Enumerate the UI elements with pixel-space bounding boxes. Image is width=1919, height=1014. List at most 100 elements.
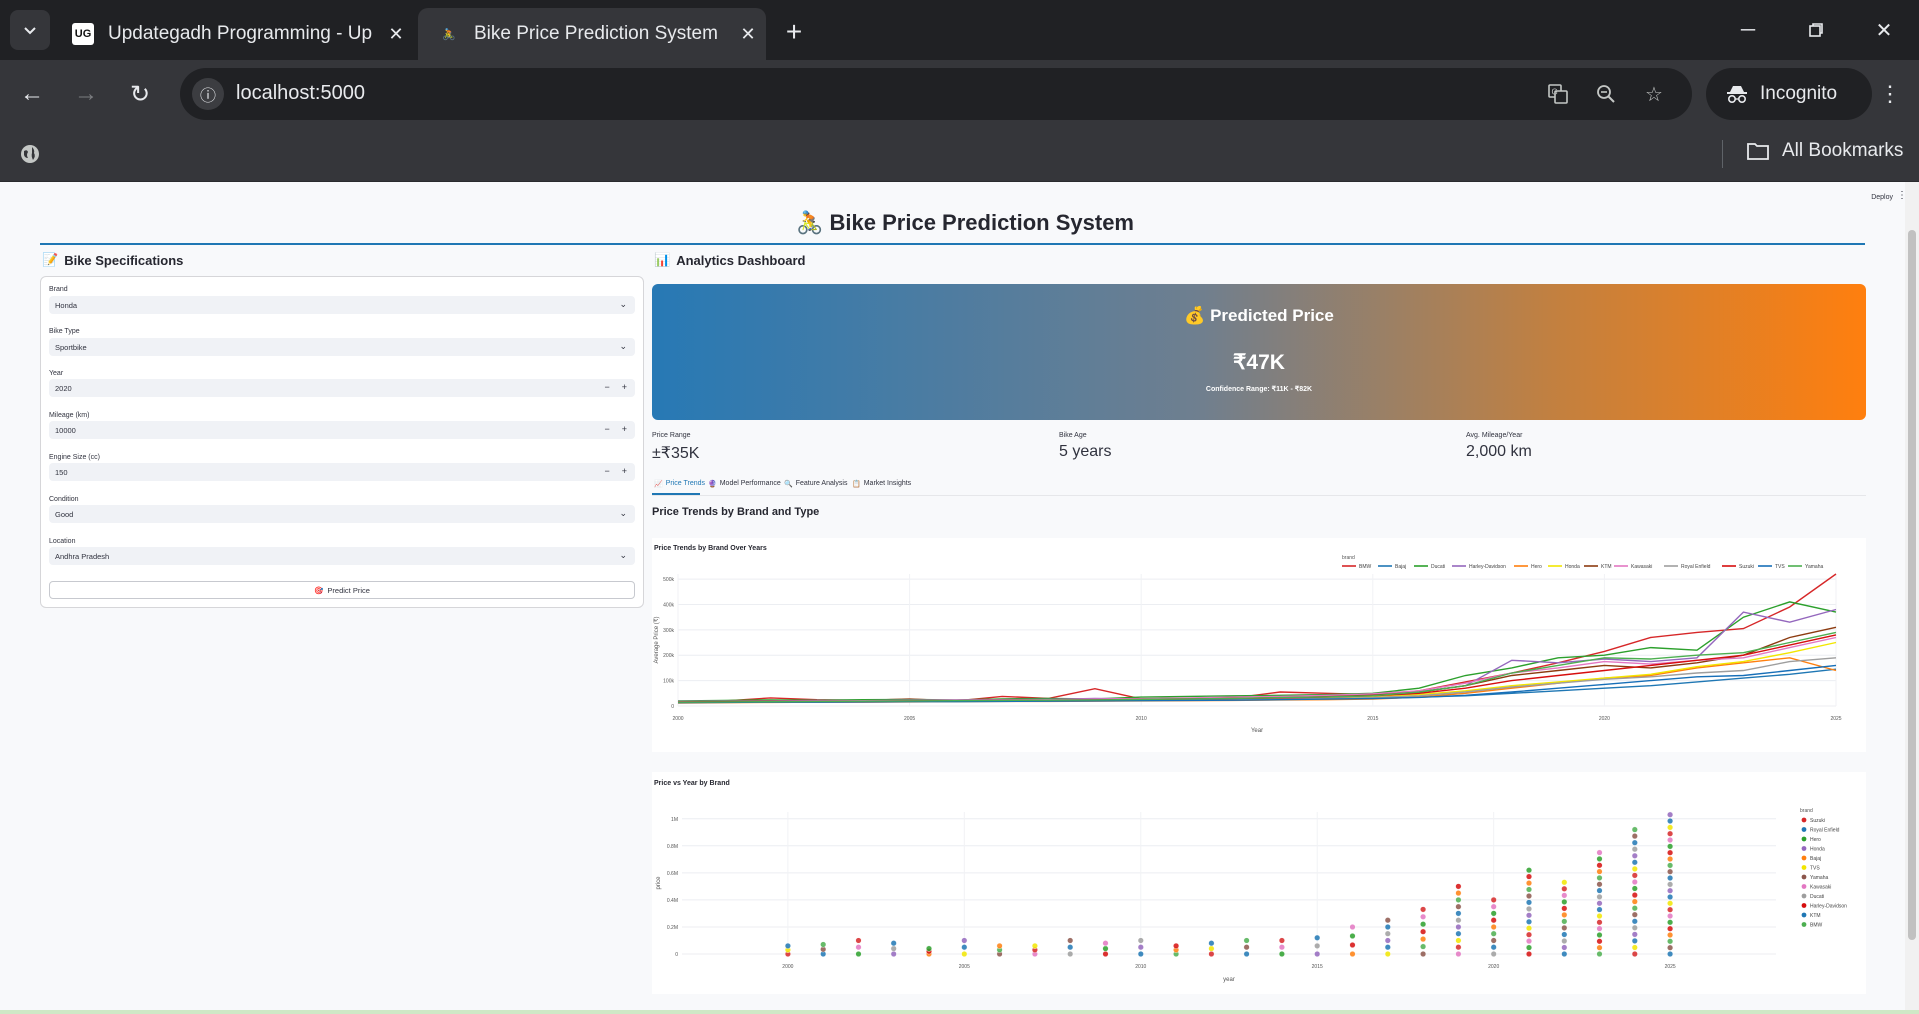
scatter-point: [1667, 874, 1674, 881]
minus-icon[interactable]: −: [604, 424, 610, 434]
condition-select[interactable]: Good ⌄: [49, 505, 635, 523]
minus-icon[interactable]: −: [604, 382, 610, 392]
minimize-icon[interactable]: ─: [1740, 18, 1756, 41]
back-arrow-icon[interactable]: ←: [20, 80, 44, 107]
legend-swatch: [1801, 817, 1807, 823]
target-icon: 🎯: [314, 585, 324, 595]
mileage-label: Mileage (km): [49, 412, 90, 419]
scatter-point: [1526, 925, 1533, 932]
price-range-label: Price Range: [652, 432, 691, 439]
predicted-price-card: 💰 Predicted Price ₹47K Confidence Range:…: [652, 284, 1866, 420]
scatter-point: [996, 942, 1003, 949]
tab-title: Updategadh Programming - Up: [108, 23, 373, 44]
scatter-point: [1526, 873, 1533, 880]
predict-price-button[interactable]: 🎯 Predict Price: [49, 581, 635, 599]
legend-title: brand: [1800, 808, 1813, 814]
restore-icon[interactable]: [1796, 14, 1836, 46]
tab-updategadh[interactable]: UG Updategadh Programming - Up ✕: [52, 8, 414, 60]
scatter-point: [1455, 910, 1462, 917]
year-input[interactable]: 2020 − +: [49, 379, 635, 397]
globe-icon[interactable]: [16, 140, 44, 168]
plus-icon[interactable]: +: [621, 466, 627, 476]
scatter-point: [961, 937, 968, 944]
scatter-point: [1631, 950, 1638, 957]
y-tick-label: 0.6M: [667, 871, 678, 877]
mileage-input[interactable]: 10000 − +: [49, 421, 635, 439]
all-bookmarks-button[interactable]: All Bookmarks: [1746, 140, 1903, 162]
scatter-point: [1596, 855, 1603, 862]
main-menu-icon[interactable]: ⋮: [1897, 190, 1907, 201]
status-strip: [0, 1010, 1919, 1014]
legend-label: Royal Enfield: [1681, 564, 1711, 570]
tab-bike-price[interactable]: 🚴 Bike Price Prediction System ✕: [418, 8, 766, 60]
legend-title: brand: [1342, 555, 1355, 561]
minus-icon[interactable]: −: [604, 466, 610, 476]
tab-model-performance[interactable]: 🔮 Model Performance: [708, 480, 781, 488]
translate-icon[interactable]: G: [1542, 78, 1574, 110]
new-tab-plus-icon[interactable]: +: [785, 16, 803, 47]
bike-type-label: Bike Type: [49, 328, 80, 335]
browser-menu-icon[interactable]: ⋮: [1879, 81, 1901, 106]
brand-select[interactable]: Honda ⌄: [49, 296, 635, 314]
legend-label: TVS: [1810, 866, 1820, 872]
scatter-point: [1631, 905, 1638, 912]
zoom-icon[interactable]: [1590, 78, 1622, 110]
scatter-point: [1455, 944, 1462, 951]
scatter-point: [961, 944, 968, 951]
scatter-point: [1631, 944, 1638, 951]
address-bar[interactable]: ⓘ localhost:5000 G ☆: [180, 68, 1692, 120]
plus-icon[interactable]: +: [621, 382, 627, 392]
scrollbar-thumb[interactable]: [1908, 230, 1916, 940]
tab-close-icon[interactable]: ✕: [388, 23, 404, 44]
y-tick-label: 400k: [663, 602, 674, 608]
x-tick-label: 2015: [1367, 716, 1378, 722]
scatter-point: [1667, 938, 1674, 945]
scatter-point: [1667, 944, 1674, 951]
crystal-ball-icon: 🔮: [708, 481, 717, 488]
deploy-button[interactable]: Deploy: [1871, 194, 1893, 201]
page-scrollbar[interactable]: [1905, 182, 1919, 1014]
scatter-chart-container: Price vs Year by Brand 0 0.2M 0.4M 0.6M 0.8M 1…: [652, 772, 1866, 994]
legend-label: BMW: [1810, 923, 1823, 929]
scatter-point: [1631, 872, 1638, 879]
x-tick-label: 2000: [672, 716, 683, 722]
tab-market-insights[interactable]: 📋 Market Insights: [852, 480, 911, 488]
bookmark-star-icon[interactable]: ☆: [1645, 83, 1663, 106]
line-chart-container: Price Trends by Brand Over Years 0 100k 200…: [652, 538, 1866, 752]
engine-size-input[interactable]: 150 − +: [49, 463, 635, 481]
scatter-point: [1596, 944, 1603, 951]
scatter-point: [784, 942, 791, 949]
plus-icon[interactable]: +: [621, 424, 627, 434]
close-window-icon[interactable]: ✕: [1875, 19, 1893, 42]
y-tick-label: 200k: [663, 653, 674, 659]
location-select[interactable]: Andhra Pradesh ⌄: [49, 547, 635, 565]
y-tick-label: 0: [671, 704, 674, 710]
url-text[interactable]: localhost:5000: [236, 82, 365, 104]
scatter-point: [1561, 879, 1568, 886]
scatter-point: [1526, 880, 1533, 887]
scatter-point: [1526, 918, 1533, 925]
tab-feature-analysis[interactable]: 🔍 Feature Analysis: [784, 480, 847, 488]
scatter-point: [1173, 942, 1180, 949]
y-axis-label: Average Price (₹): [653, 616, 660, 663]
scatter-point: [1596, 906, 1603, 913]
line-chart: Price Trends by Brand Over Years 0 100k 200…: [653, 545, 1842, 734]
bike-type-select[interactable]: Sportbike ⌄: [49, 338, 635, 356]
chevron-down-icon: ⌄: [619, 550, 627, 560]
reload-icon[interactable]: ↻: [129, 80, 151, 108]
site-info-icon[interactable]: ⓘ: [192, 78, 224, 110]
tab-price-trends[interactable]: 📈 Price Trends: [654, 480, 705, 488]
y-tick-label: 0.2M: [667, 925, 678, 931]
scatter-point: [1102, 940, 1109, 947]
incognito-indicator[interactable]: Incognito: [1706, 68, 1872, 120]
chevron-down-icon: ⌄: [619, 299, 627, 309]
scatter-point: [1561, 950, 1568, 957]
legend-swatch: [1801, 836, 1807, 842]
magnifier-icon: 🔍: [784, 481, 793, 488]
tab-search-button[interactable]: [10, 10, 50, 50]
x-tick-label: 2010: [1136, 716, 1147, 722]
forward-arrow-icon[interactable]: →: [74, 80, 98, 107]
tab-close-icon[interactable]: ✕: [740, 23, 756, 44]
scatter-chart: Price vs Year by Brand 0 0.2M 0.4M 0.6M 0.8M 1…: [654, 780, 1847, 983]
scatter-point: [1102, 945, 1109, 952]
